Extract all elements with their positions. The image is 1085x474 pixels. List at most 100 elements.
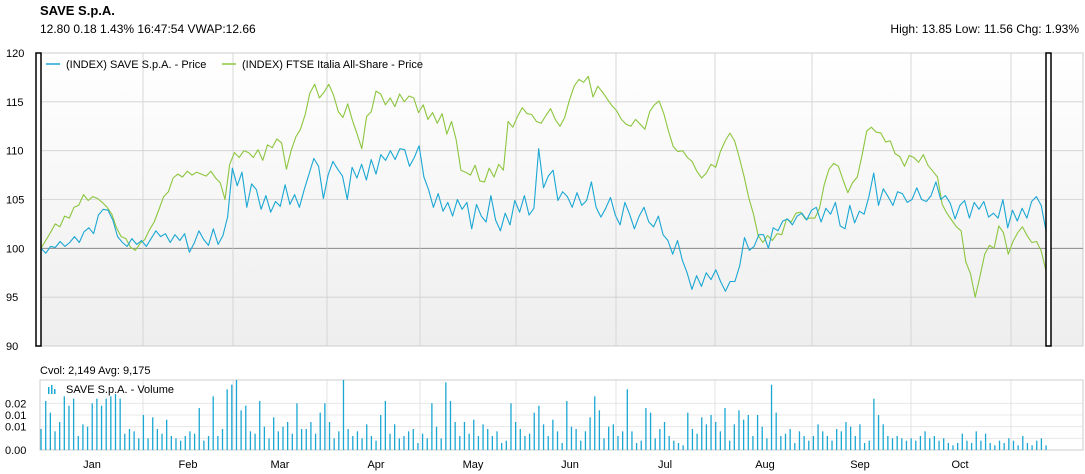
- month-label: Mar: [271, 459, 290, 471]
- volume-legend-bar-icon: [54, 389, 56, 394]
- volume-bar: [896, 436, 898, 450]
- volume-bar: [626, 389, 628, 450]
- volume-bar: [40, 429, 42, 450]
- volume-bar: [179, 440, 182, 450]
- volume-bar: [687, 412, 689, 450]
- volume-bar: [100, 405, 103, 450]
- volume-bar: [221, 429, 224, 450]
- volume-bar: [631, 431, 633, 450]
- volume-bar: [124, 433, 126, 450]
- volume-bar: [915, 440, 917, 450]
- volume-bar: [403, 436, 405, 450]
- price-y-tick-label: 110: [6, 146, 24, 158]
- volume-bar: [286, 422, 289, 450]
- volume-bar: [514, 422, 517, 450]
- month-label: Jul: [658, 459, 672, 471]
- volume-bar: [435, 426, 438, 450]
- volume-bar: [324, 403, 326, 450]
- volume-bar: [468, 433, 470, 450]
- volume-bar: [984, 433, 987, 450]
- quote-line: 12.80 0.18 1.43% 16:47:54 VWAP:12.66: [40, 22, 256, 36]
- volume-bar: [794, 443, 796, 450]
- volume-bar: [110, 396, 112, 450]
- volume-bar: [166, 419, 168, 450]
- volume-bar: [742, 419, 745, 450]
- volume-bar: [138, 438, 140, 450]
- volume-bar: [882, 424, 884, 450]
- volume-bar: [798, 431, 801, 450]
- volume-bar: [608, 426, 610, 450]
- range-handle-right[interactable]: [1045, 52, 1052, 347]
- volume-bar: [1045, 445, 1047, 450]
- volume-bar: [808, 440, 810, 450]
- volume-bar: [854, 436, 856, 450]
- volume-bar: [254, 433, 256, 450]
- volume-bar: [905, 440, 908, 450]
- volume-bar: [877, 415, 880, 450]
- volume-bar: [473, 419, 475, 450]
- volume-bar: [417, 443, 419, 450]
- volume-bar: [752, 436, 754, 450]
- volume-bar: [533, 412, 535, 450]
- volume-bar: [580, 440, 582, 450]
- volume-bar: [570, 426, 573, 450]
- volume-bar: [547, 436, 549, 450]
- volume-bar: [826, 436, 829, 450]
- volume-bar: [440, 438, 442, 450]
- cvol-label: Cvol: 2,149 Avg: 9,175: [40, 365, 151, 377]
- volume-bar: [273, 417, 275, 450]
- volume-bar: [384, 401, 387, 450]
- volume-bar: [524, 436, 526, 450]
- volume-bar: [859, 424, 861, 450]
- volume-bar: [361, 438, 363, 450]
- volume-bar: [910, 438, 912, 450]
- ftse-price-line: [40, 75, 1047, 298]
- volume-bar: [310, 422, 312, 450]
- volume-bar: [421, 433, 424, 450]
- volume-bars: [40, 380, 1047, 450]
- volume-y-tick-label: 0.00: [5, 445, 26, 457]
- volume-bar: [901, 438, 903, 450]
- volume-bar: [1026, 443, 1029, 450]
- volume-bar: [245, 405, 247, 450]
- range-handle-left[interactable]: [35, 52, 42, 347]
- volume-bar: [603, 438, 605, 450]
- volume-bar: [635, 443, 638, 450]
- volume-bar: [54, 431, 56, 450]
- volume-bar: [487, 429, 489, 450]
- month-label: Sep: [850, 459, 870, 471]
- month-label: Jan: [83, 459, 101, 471]
- volume-bar: [868, 440, 870, 450]
- month-label: Aug: [755, 459, 775, 471]
- volume-bar: [370, 436, 373, 450]
- volume-bar: [319, 412, 321, 450]
- volume-bar: [552, 419, 554, 450]
- volume-bar: [645, 408, 647, 450]
- volume-bar: [556, 431, 559, 450]
- volume-bar: [566, 401, 568, 450]
- volume-bar: [733, 424, 735, 450]
- volume-bar: [561, 443, 563, 450]
- volume-bar: [724, 408, 726, 450]
- month-label: Oct: [951, 459, 968, 471]
- volume-bar: [994, 445, 996, 450]
- volume-bar: [156, 429, 159, 450]
- volume-bar: [1040, 438, 1043, 450]
- volume-bar: [352, 436, 354, 450]
- volume-bar: [45, 401, 47, 450]
- volume-bar: [719, 431, 722, 450]
- price-lines: [40, 75, 1047, 298]
- volume-bar: [975, 431, 977, 450]
- volume-bar: [501, 443, 503, 450]
- volume-y-tick-label: 0.01: [5, 422, 26, 434]
- volume-bar: [594, 396, 596, 450]
- price-y-tick-label: 105: [6, 195, 24, 207]
- volume-bar: [1003, 443, 1005, 450]
- month-labels: Jan Feb Mar Apr May Jun Jul Aug Sep Oct: [83, 459, 968, 471]
- volume-bar: [505, 440, 507, 450]
- volume-bar: [617, 436, 619, 450]
- volume-bar: [342, 380, 345, 450]
- volume-bar: [1012, 440, 1015, 450]
- month-label: Feb: [179, 459, 198, 471]
- volume-bar: [347, 429, 349, 450]
